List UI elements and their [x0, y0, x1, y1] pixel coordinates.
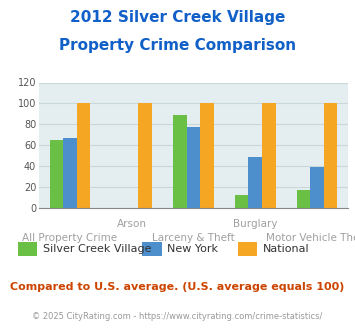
Text: 2012 Silver Creek Village: 2012 Silver Creek Village — [70, 10, 285, 25]
Bar — [50, 140, 63, 208]
Bar — [200, 103, 214, 208]
Bar — [235, 195, 248, 208]
Bar — [262, 103, 275, 208]
Text: Compared to U.S. average. (U.S. average equals 100): Compared to U.S. average. (U.S. average … — [10, 282, 345, 292]
Text: National: National — [263, 244, 309, 254]
Text: Burglary: Burglary — [233, 219, 278, 229]
Bar — [310, 167, 324, 208]
Text: Arson: Arson — [117, 219, 147, 229]
Bar — [297, 190, 310, 208]
Text: Motor Vehicle Theft: Motor Vehicle Theft — [267, 233, 355, 243]
Bar — [138, 103, 152, 208]
Bar — [173, 115, 187, 208]
Bar — [77, 103, 90, 208]
Bar — [248, 157, 262, 208]
Bar — [187, 127, 200, 208]
Text: Larceny & Theft: Larceny & Theft — [152, 233, 235, 243]
Text: Property Crime Comparison: Property Crime Comparison — [59, 38, 296, 53]
Bar — [324, 103, 337, 208]
Text: All Property Crime: All Property Crime — [22, 233, 118, 243]
Bar — [63, 138, 77, 208]
Text: Silver Creek Village: Silver Creek Village — [43, 244, 151, 254]
Text: © 2025 CityRating.com - https://www.cityrating.com/crime-statistics/: © 2025 CityRating.com - https://www.city… — [32, 312, 323, 321]
Text: New York: New York — [167, 244, 218, 254]
